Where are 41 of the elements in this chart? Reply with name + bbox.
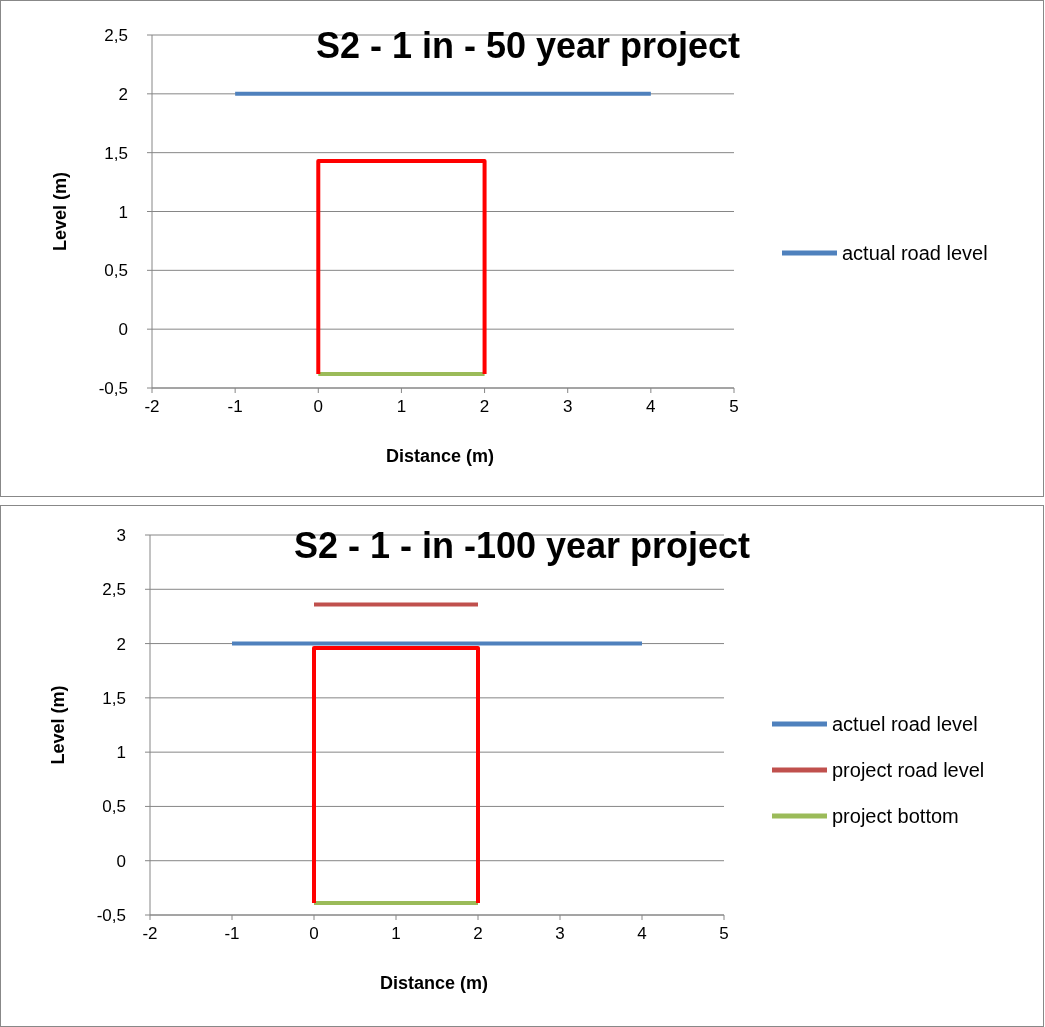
y-tick-label: 0,5 [102, 797, 126, 817]
x-tick-label: -1 [227, 397, 243, 416]
y-tick-label: 0,5 [104, 261, 128, 281]
y-axis-title: Level (m) [48, 685, 68, 765]
y-tick-label: 0 [116, 851, 126, 871]
x-tick-label: 1 [391, 924, 401, 943]
x-tick-label: 3 [562, 397, 573, 416]
chart-title: S2 - 1 in - 50 year project [315, 25, 741, 66]
y-tick-label: -0,5 [98, 379, 128, 398]
legend-label: project road level [832, 759, 985, 781]
y-tick-label: 0 [118, 320, 128, 340]
y-tick-label: 2 [118, 84, 128, 104]
y-tick-label: 1,5 [104, 143, 128, 163]
y-tick-label: 2,5 [104, 26, 128, 45]
y-tick-label: 2,5 [102, 580, 126, 600]
x-tick-label: -2 [142, 924, 158, 943]
x-axis-title: Distance (m) [385, 446, 495, 466]
y-tick-label: 2 [116, 634, 126, 654]
x-tick-label: -1 [224, 924, 240, 943]
x-tick-label: 4 [637, 924, 647, 943]
y-tick-label: 3 [116, 526, 126, 545]
x-tick-label: 3 [555, 924, 565, 943]
x-tick-label: 2 [479, 397, 490, 416]
x-tick-label: 5 [719, 924, 729, 943]
legend-label: project bottom [832, 805, 959, 827]
y-tick-label: 1,5 [102, 688, 126, 708]
y-axis-title: Level (m) [50, 171, 70, 252]
x-tick-label: 0 [313, 397, 324, 416]
x-axis-title: Distance (m) [379, 973, 489, 993]
chart-title: S2 - 1 - in -100 year project [293, 525, 751, 566]
x-tick-label: 5 [729, 397, 739, 416]
y-tick-label: 1 [116, 743, 126, 763]
y-tick-label: -0,5 [96, 906, 126, 925]
x-tick-label: 4 [646, 397, 656, 416]
x-tick-label: 2 [473, 924, 483, 943]
x-tick-label: 1 [396, 397, 407, 416]
legend-label: actuel road level [832, 713, 978, 735]
x-tick-label: 0 [309, 924, 319, 943]
x-tick-label: -2 [144, 397, 160, 416]
legend-label: actual road level [842, 242, 988, 264]
y-tick-label: 1 [118, 202, 128, 222]
